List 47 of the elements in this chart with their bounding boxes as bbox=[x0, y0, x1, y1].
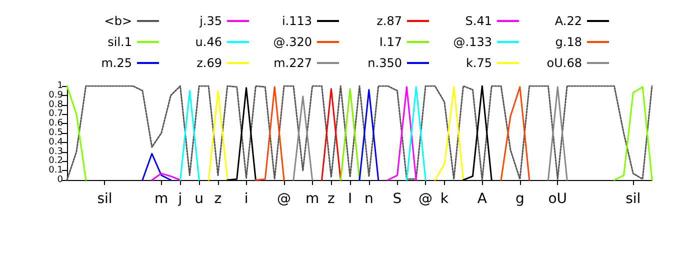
x-tick-label: k bbox=[440, 191, 450, 207]
x-tick-label: m bbox=[154, 191, 168, 207]
x-tick-label: z bbox=[214, 191, 222, 207]
y-tick-label: 0.5 bbox=[48, 128, 63, 138]
legend-label: oU.68 bbox=[546, 56, 582, 70]
legend-label: I.17 bbox=[379, 35, 402, 49]
legend-label: S.41 bbox=[465, 14, 492, 28]
y-tick-label: 0.8 bbox=[48, 100, 64, 110]
y-tick-label: 0.9 bbox=[48, 90, 64, 100]
x-tick-label: oU bbox=[548, 191, 568, 207]
x-tick-label: z bbox=[328, 191, 335, 207]
x-tick-label: sil bbox=[626, 191, 641, 207]
y-tick-label: 0.6 bbox=[48, 118, 64, 129]
legend-label: i.113 bbox=[282, 14, 312, 28]
y-tick-label: 0.1 bbox=[48, 166, 63, 176]
legend-label: z.69 bbox=[196, 56, 222, 70]
x-tick-label: I bbox=[348, 191, 352, 207]
legend-label: g.18 bbox=[555, 35, 582, 49]
legend-label: z.87 bbox=[376, 14, 402, 28]
legend-label: u.46 bbox=[195, 35, 222, 49]
y-tick-label: 0.7 bbox=[48, 109, 63, 120]
x-tick-label: m bbox=[306, 191, 320, 207]
x-tick-label: @ bbox=[418, 191, 433, 207]
x-tick-label: n bbox=[364, 191, 374, 207]
x-tick-label: g bbox=[515, 191, 524, 207]
legend-label: <b> bbox=[104, 14, 132, 28]
legend-label: n.350 bbox=[368, 56, 402, 70]
legend-label: @.133 bbox=[453, 35, 492, 49]
x-tick-label: j bbox=[177, 191, 182, 207]
y-tick-label: 0.2 bbox=[48, 156, 63, 166]
x-tick-label: i bbox=[244, 191, 248, 207]
x-tick-label: A bbox=[477, 191, 488, 207]
legend-label: m.227 bbox=[274, 56, 312, 70]
y-tick-label: 0.3 bbox=[48, 146, 63, 157]
x-tick-label: S bbox=[392, 191, 402, 207]
legend-label: sil.1 bbox=[108, 35, 132, 49]
legend-label: k.75 bbox=[466, 56, 492, 70]
x-tick-label: u bbox=[194, 191, 204, 207]
legend-label: j.35 bbox=[198, 14, 222, 28]
legend-label: @.320 bbox=[273, 35, 312, 49]
legend-label: A.22 bbox=[554, 14, 582, 28]
x-tick-label: @ bbox=[277, 191, 292, 207]
x-tick-label: sil bbox=[97, 191, 112, 207]
y-tick-label: 0.4 bbox=[48, 137, 64, 148]
legend-label: m.25 bbox=[101, 56, 132, 70]
y-tick-label: 0 bbox=[57, 175, 64, 185]
y-tick-label: 1 bbox=[57, 81, 63, 91]
